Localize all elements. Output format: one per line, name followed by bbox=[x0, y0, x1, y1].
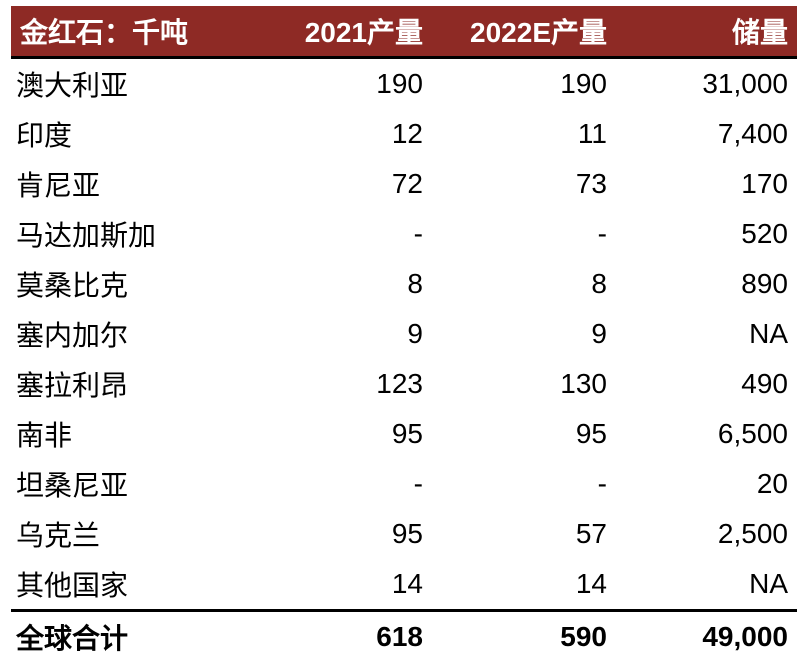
prod-2021-cell: 12 bbox=[391, 118, 423, 149]
prod-2021-cell: 8 bbox=[407, 268, 423, 299]
reserves-cell: 6,500 bbox=[717, 418, 788, 449]
table-row: 其他国家 14 14 NA bbox=[11, 559, 797, 611]
table-row: 南非 95 95 6,500 bbox=[11, 409, 797, 459]
total-prod-2021: 618 bbox=[281, 609, 423, 662]
header-2021-production: 2021产量 bbox=[281, 6, 423, 59]
total-prod-2022e: 590 bbox=[423, 609, 607, 662]
prod-2021-cell: 95 bbox=[391, 418, 423, 449]
prod-2022e-cell: 8 bbox=[591, 268, 607, 299]
reserves-cell: 20 bbox=[756, 468, 788, 499]
header-rutile-unit: 金红石：千吨 bbox=[11, 6, 281, 59]
prod-2022e-cell: 9 bbox=[591, 318, 607, 349]
reserves-cell: 490 bbox=[741, 368, 788, 399]
table-row: 澳大利亚 190 190 31,000 bbox=[11, 58, 797, 110]
prod-2022e-cell: 130 bbox=[560, 368, 607, 399]
prod-2021-cell: 72 bbox=[391, 168, 423, 199]
total-label: 全球合计 bbox=[11, 609, 281, 662]
table-row: 塞拉利昂 123 130 490 bbox=[11, 359, 797, 409]
country-cell: 塞拉利昂 bbox=[16, 370, 129, 401]
prod-2021-cell: 123 bbox=[376, 368, 423, 399]
table-row: 肯尼亚 72 73 170 bbox=[11, 159, 797, 209]
reserves-cell: 31,000 bbox=[702, 68, 788, 99]
table-row: 塞内加尔 9 9 NA bbox=[11, 309, 797, 359]
reserves-cell: NA bbox=[749, 568, 788, 599]
total-reserves: 49,000 bbox=[607, 609, 797, 662]
prod-2022e-cell: 57 bbox=[575, 518, 607, 549]
header-reserves: 储量 bbox=[607, 6, 797, 59]
prod-2021-cell: 95 bbox=[391, 518, 423, 549]
country-cell: 乌克兰 bbox=[16, 520, 101, 551]
prod-2022e-cell: - bbox=[597, 468, 607, 499]
prod-2021-cell: - bbox=[413, 218, 423, 249]
prod-2022e-cell: 73 bbox=[575, 168, 607, 199]
header-2022e-production: 2022E产量 bbox=[423, 6, 607, 59]
prod-2022e-cell: 95 bbox=[575, 418, 607, 449]
country-cell: 南非 bbox=[16, 420, 73, 451]
country-cell: 塞内加尔 bbox=[16, 320, 129, 351]
prod-2022e-cell: 11 bbox=[577, 118, 607, 149]
prod-2021-cell: 9 bbox=[407, 318, 423, 349]
total-row: 全球合计 618 590 49,000 bbox=[11, 609, 797, 662]
prod-2021-cell: 190 bbox=[376, 68, 423, 99]
table-header-row: 金红石：千吨 2021产量 2022E产量 储量 bbox=[11, 6, 797, 59]
country-cell: 肯尼亚 bbox=[16, 170, 101, 201]
reserves-cell: 890 bbox=[741, 268, 788, 299]
country-cell: 马达加斯加 bbox=[16, 220, 157, 251]
table-row: 印度 12 11 7,400 bbox=[11, 109, 797, 159]
rutile-production-table: 金红石：千吨 2021产量 2022E产量 储量 澳大利亚 190 190 31… bbox=[11, 6, 797, 662]
table-row: 坦桑尼亚 - - 20 bbox=[11, 459, 797, 509]
reserves-cell: NA bbox=[749, 318, 788, 349]
country-cell: 其他国家 bbox=[16, 570, 129, 601]
country-cell: 莫桑比克 bbox=[16, 270, 129, 301]
reserves-cell: 520 bbox=[741, 218, 788, 249]
table-row: 马达加斯加 - - 520 bbox=[11, 209, 797, 259]
table-row: 乌克兰 95 57 2,500 bbox=[11, 509, 797, 559]
prod-2022e-cell: 190 bbox=[560, 68, 607, 99]
country-cell: 印度 bbox=[16, 120, 73, 151]
prod-2022e-cell: - bbox=[597, 218, 607, 249]
prod-2021-cell: 14 bbox=[391, 568, 423, 599]
reserves-cell: 170 bbox=[741, 168, 788, 199]
country-cell: 澳大利亚 bbox=[16, 70, 129, 101]
country-cell: 坦桑尼亚 bbox=[16, 470, 129, 501]
table-row: 莫桑比克 8 8 890 bbox=[11, 259, 797, 309]
reserves-cell: 2,500 bbox=[717, 518, 788, 549]
prod-2021-cell: - bbox=[413, 468, 423, 499]
reserves-cell: 7,400 bbox=[717, 118, 788, 149]
prod-2022e-cell: 14 bbox=[575, 568, 607, 599]
